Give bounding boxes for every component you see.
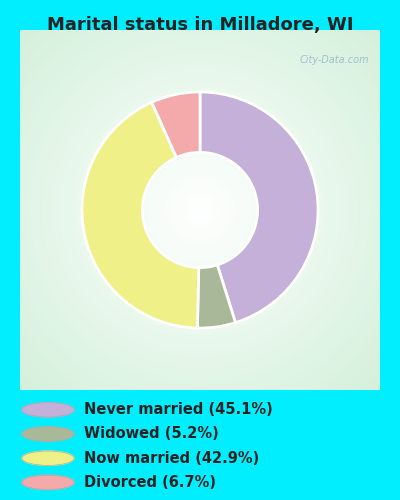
Circle shape xyxy=(22,402,74,417)
Circle shape xyxy=(22,475,74,490)
Wedge shape xyxy=(152,92,200,158)
Wedge shape xyxy=(200,92,318,322)
Wedge shape xyxy=(82,102,199,328)
Wedge shape xyxy=(198,265,236,328)
Text: Marital status in Milladore, WI: Marital status in Milladore, WI xyxy=(47,16,353,34)
Text: City-Data.com: City-Data.com xyxy=(300,55,369,65)
Circle shape xyxy=(22,427,74,441)
Text: Never married (45.1%): Never married (45.1%) xyxy=(84,402,273,417)
Text: Now married (42.9%): Now married (42.9%) xyxy=(84,450,259,466)
Text: Divorced (6.7%): Divorced (6.7%) xyxy=(84,475,216,490)
Text: Widowed (5.2%): Widowed (5.2%) xyxy=(84,426,219,442)
Circle shape xyxy=(22,451,74,466)
